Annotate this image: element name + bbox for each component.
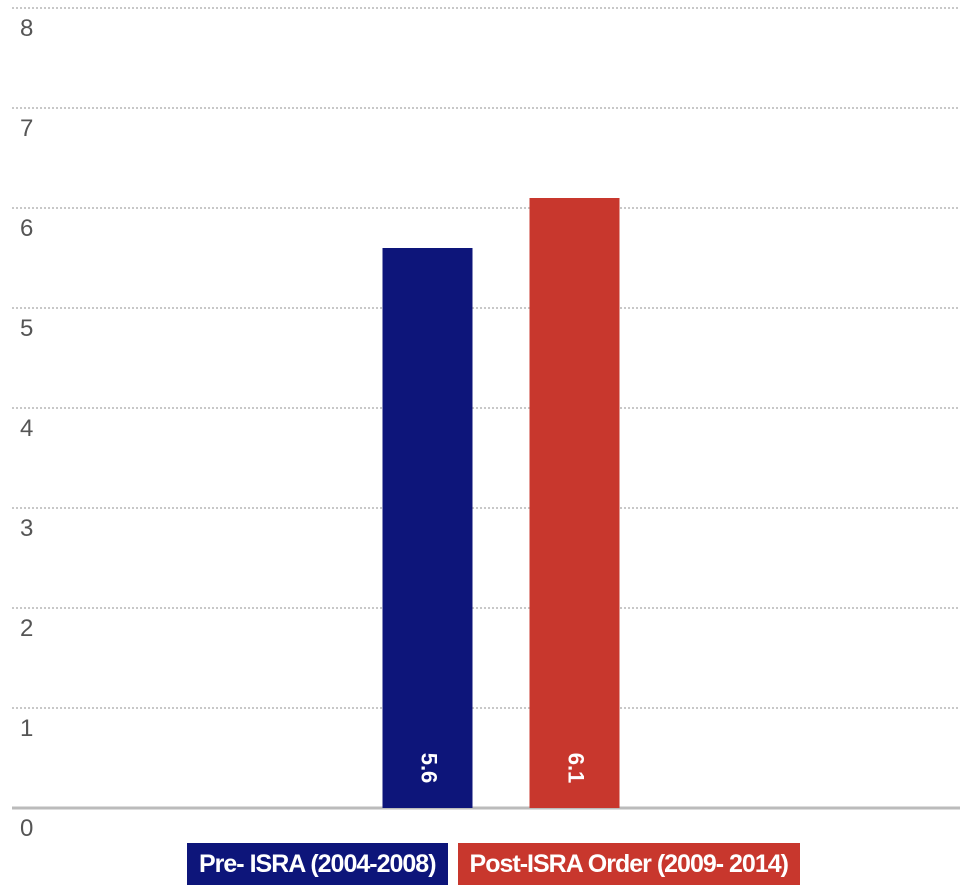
y-tick-label: 1 — [20, 715, 33, 742]
bar — [529, 198, 620, 808]
y-tick-label: 6 — [20, 215, 33, 242]
value-label: 6.1 — [564, 753, 589, 784]
legend-item: Post-ISRA Order (2009- 2014) — [457, 843, 800, 885]
y-tick-label: 7 — [20, 115, 33, 142]
y-tick-label: 4 — [20, 415, 33, 442]
y-tick-label: 2 — [20, 615, 33, 642]
bar — [382, 248, 473, 808]
chart: 0 1 2 3 4 5 6 7 8 5.6 6.1 — [12, 7, 960, 840]
legend-item: Pre- ISRA (2004-2008) — [187, 843, 448, 885]
value-label: 5.6 — [417, 753, 442, 784]
legend: Pre- ISRA (2004-2008) Post-ISRA Order (20… — [0, 843, 960, 885]
y-tick-label: 3 — [20, 515, 33, 542]
y-tick-label: 5 — [20, 315, 33, 342]
y-tick-label: 0 — [20, 815, 33, 840]
y-tick-label: 8 — [20, 15, 33, 42]
